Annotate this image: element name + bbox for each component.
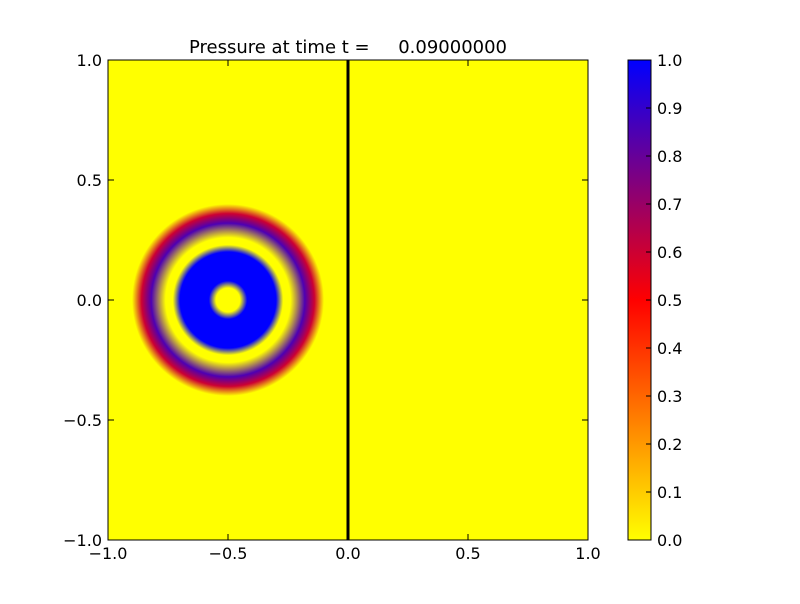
colorbar-tick-label: 0.8 (657, 147, 682, 166)
x-tick-label: 0.0 (335, 544, 360, 563)
x-tick-label: −1.0 (89, 544, 128, 563)
colorbar: 0.0 0.1 0.2 0.3 0.4 0.5 0.6 0.7 0.8 0.9 1.0 (627, 51, 682, 550)
colorbar-tick-label: 0.1 (657, 483, 682, 502)
y-tick-label: 0.0 (77, 291, 102, 310)
x-tick-label: 0.5 (455, 544, 480, 563)
x-tick-label: 1.0 (575, 544, 600, 563)
colorbar-tick-label: 0.6 (657, 243, 682, 262)
x-tick-label: −0.5 (209, 544, 248, 563)
colorbar-tick-label: 0.3 (657, 387, 682, 406)
colorbar-tick-label: 0.0 (657, 531, 682, 550)
colorbar-tick-label: 0.4 (657, 339, 682, 358)
y-tick-label: −1.0 (63, 531, 102, 550)
y-tick-label: −0.5 (63, 411, 102, 430)
pressure-pulse (132, 204, 324, 396)
chart-title: Pressure at time t = 0.09000000 (189, 37, 507, 58)
colorbar-tick-label: 0.2 (657, 435, 682, 454)
colorbar-tick-label: 0.9 (657, 99, 682, 118)
colorbar-tick-label: 0.7 (657, 195, 682, 214)
plot-area: −1.0 −0.5 0.0 0.5 1.0 −1.0 −0.5 0.0 0.5 1.0 (63, 51, 601, 563)
y-tick-label: 1.0 (77, 51, 102, 70)
y-tick-label: 0.5 (77, 171, 102, 190)
colorbar-tick-label: 0.5 (657, 291, 682, 310)
colorbar-tick-label: 1.0 (657, 51, 682, 70)
